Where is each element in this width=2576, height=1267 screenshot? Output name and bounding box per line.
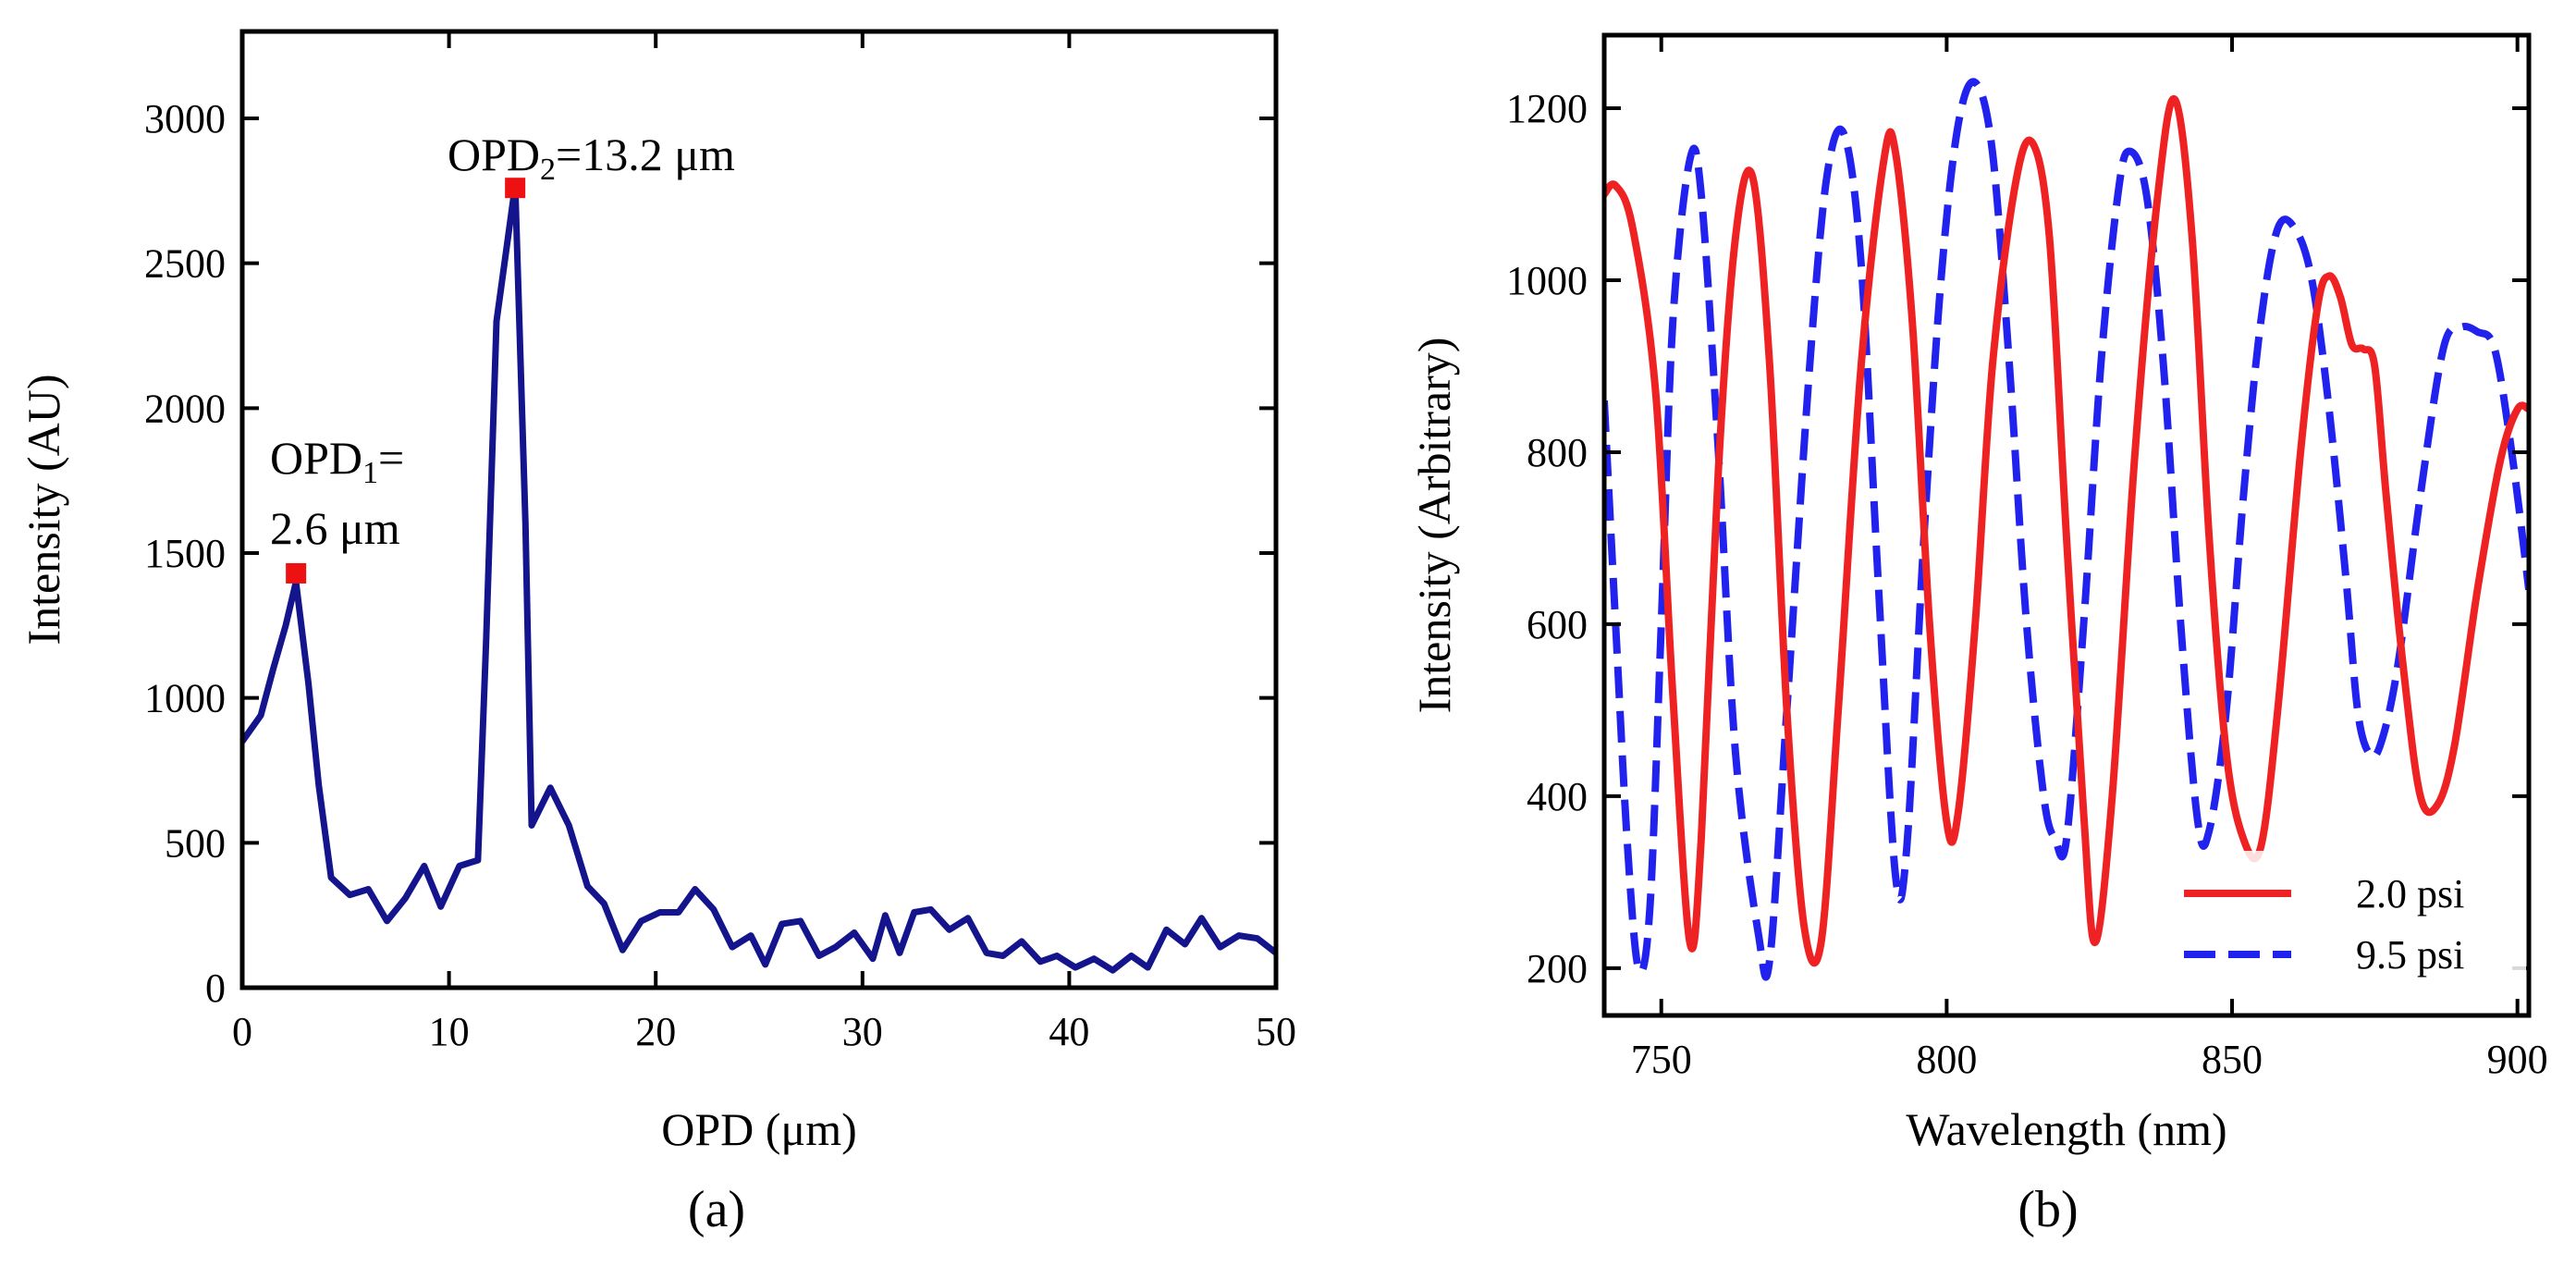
panel-a-frame (239, 29, 1279, 990)
panel-b-x-axis-label: Wavelength (nm) (1906, 1103, 2226, 1155)
peak-marker-2 (505, 178, 526, 199)
x-tick-label: 10 (429, 1009, 470, 1054)
opd2-annotation: OPD2=13.2 μm (448, 129, 735, 187)
y-tick-label: 3000 (144, 96, 226, 141)
panel-a-y-axis-label: Intensity (AU) (18, 375, 69, 646)
y-tick-label: 500 (165, 820, 226, 866)
y-tick-label: 800 (1527, 430, 1588, 475)
y-tick-label: 0 (205, 966, 226, 1011)
y-tick-label: 600 (1527, 602, 1588, 647)
legend-label-2-0-psi: 2.0 psi (2356, 871, 2464, 916)
x-tick-label: 50 (1256, 1009, 1296, 1054)
y-tick-label: 1000 (1506, 258, 1588, 303)
panel-b-y-axis-label: Intensity (Arbitrary) (1408, 338, 1460, 714)
panel-b-legend: 2.0 psi 9.5 psi (2171, 851, 2526, 995)
series-line-2-0-psi (1604, 94, 2529, 967)
series-line-opd-spectrum (239, 181, 1279, 974)
y-tick-label: 400 (1527, 774, 1588, 819)
opd1-annotation-line1: OPD1= (270, 432, 404, 490)
x-tick-label: 800 (1916, 1037, 1977, 1082)
x-tick-label: 30 (842, 1009, 883, 1054)
panel-a-plot-area (239, 178, 1279, 974)
panel-a-x-axis-label: OPD (μm) (661, 1103, 857, 1155)
peak-marker-1 (286, 562, 307, 584)
panel-b-chart: 750 800 850 900 200 400 600 800 1000 1200 2.0 psi… (1408, 32, 2548, 1238)
x-tick-label: 0 (232, 1009, 252, 1054)
x-tick-label: 900 (2487, 1037, 2548, 1082)
panel-b-label: (b) (2018, 1181, 2078, 1238)
legend-label-9-5-psi: 9.5 psi (2356, 932, 2464, 978)
x-tick-label: 20 (635, 1009, 676, 1054)
y-tick-label: 200 (1527, 946, 1588, 991)
x-tick-label: 850 (2202, 1037, 2263, 1082)
panel-b-frame (1601, 32, 2532, 1018)
x-tick-label: 750 (1631, 1037, 1692, 1082)
series-line-9-5-psi (1604, 78, 2529, 981)
y-tick-label: 1000 (144, 676, 226, 721)
panel-a-label: (a) (688, 1181, 745, 1238)
y-tick-label: 1500 (144, 531, 226, 576)
y-tick-label: 2000 (144, 386, 226, 431)
panel-b-plot-area (1604, 78, 2529, 981)
panel-a-annotations: OPD1= 2.6 μm OPD2=13.2 μm (270, 129, 735, 554)
y-tick-label: 1200 (1506, 86, 1588, 131)
y-tick-label: 2500 (144, 241, 226, 287)
legend-box (2171, 851, 2526, 995)
panel-b-ticks: 750 800 850 900 200 400 600 800 1000 1200 (1506, 35, 2548, 1082)
x-tick-label: 40 (1049, 1009, 1089, 1054)
opd1-annotation-line2: 2.6 μm (270, 502, 400, 554)
